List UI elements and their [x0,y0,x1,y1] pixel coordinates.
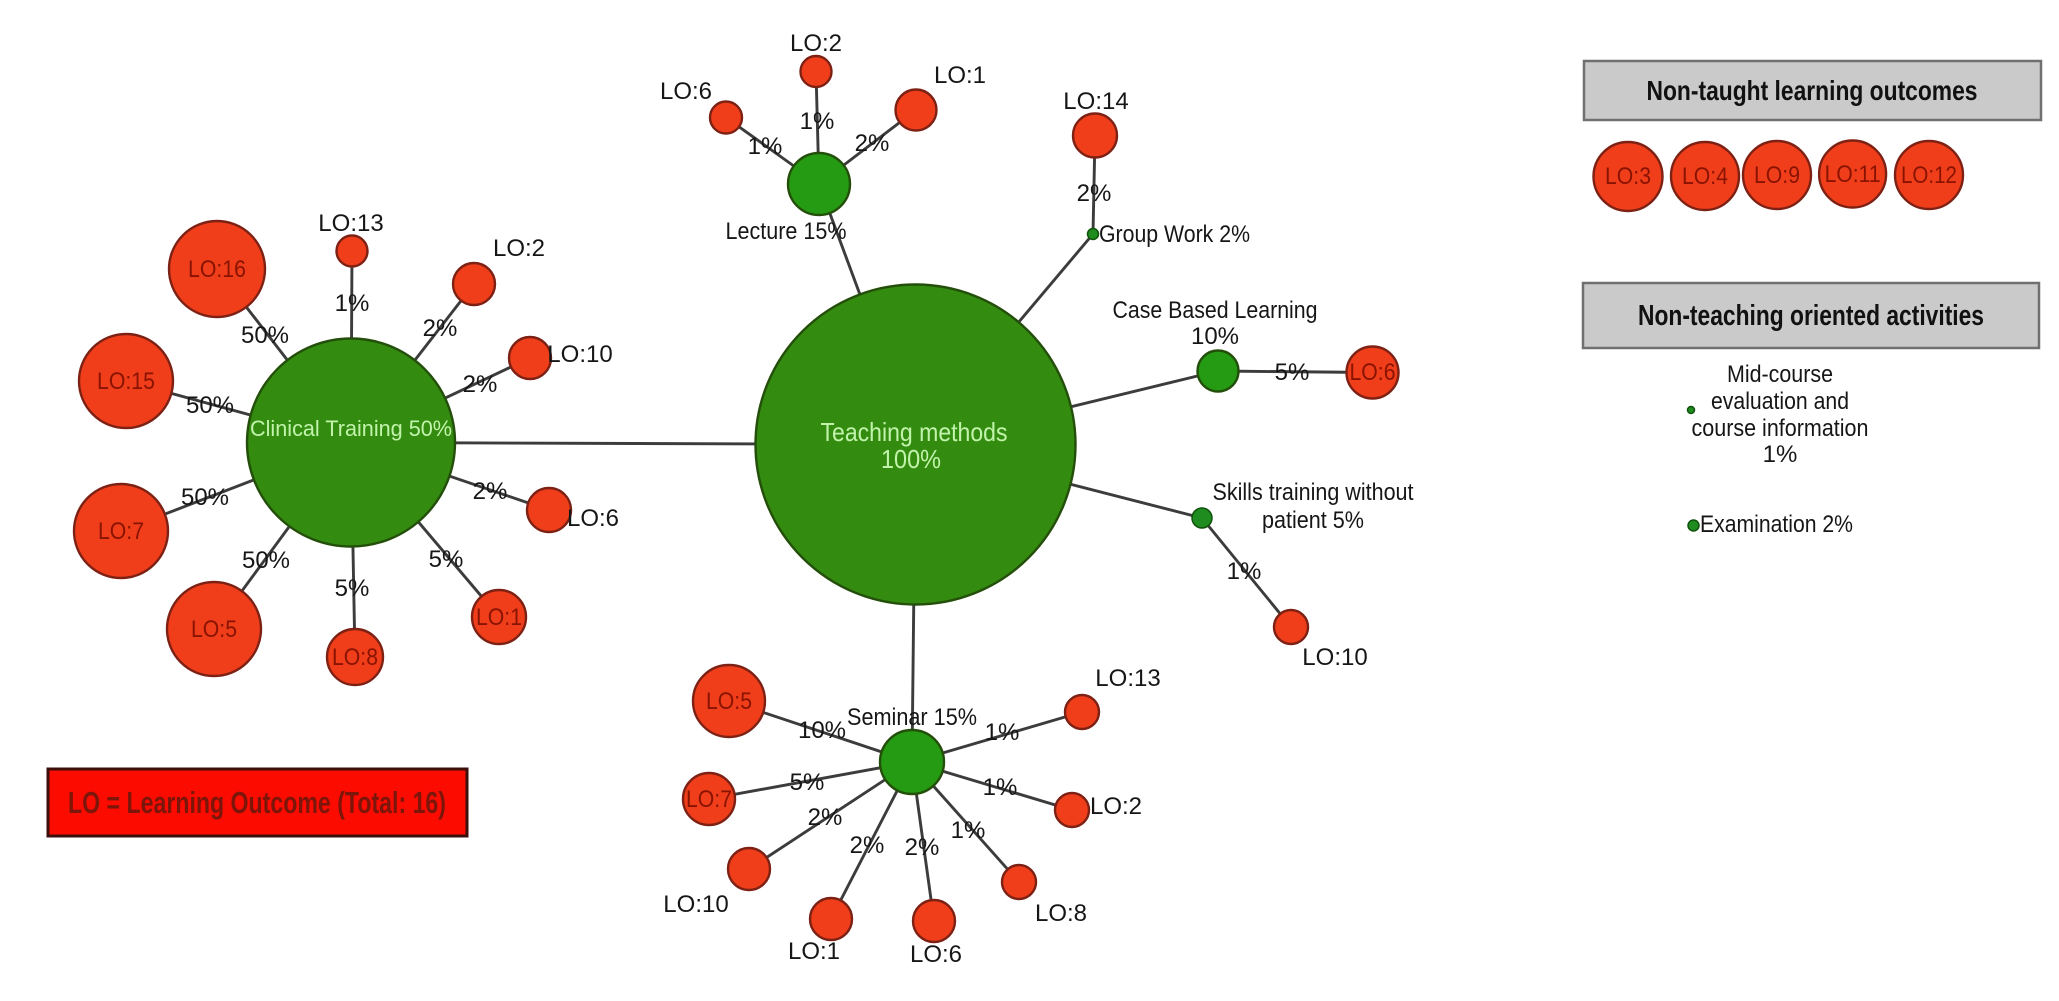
svg-text:1%: 1% [800,108,835,135]
svg-text:Non-taught learning outcomes: Non-taught learning outcomes [1647,75,1978,106]
svg-text:LO:15: LO:15 [97,368,155,395]
svg-text:LO:10: LO:10 [663,891,728,918]
svg-text:10%: 10% [798,717,846,744]
svg-text:LO:7: LO:7 [98,518,144,545]
svg-text:LO:1: LO:1 [476,604,522,631]
svg-text:LO:9: LO:9 [1754,162,1800,189]
svg-text:LO:7: LO:7 [686,786,732,813]
svg-text:2%: 2% [855,130,890,157]
svg-text:LO:10: LO:10 [1302,644,1367,671]
svg-text:2%: 2% [850,832,885,859]
svg-text:1%: 1% [951,817,986,844]
svg-text:patient 5%: patient 5% [1262,507,1364,534]
svg-text:2%: 2% [463,371,498,398]
svg-text:5%: 5% [429,546,464,573]
svg-text:LO:8: LO:8 [1035,900,1087,927]
svg-text:1%: 1% [983,774,1018,801]
svg-text:Group Work 2%: Group Work 2% [1099,221,1250,248]
svg-text:50%: 50% [186,392,234,419]
svg-text:LO:2: LO:2 [790,30,842,57]
svg-text:Lecture 15%: Lecture 15% [726,218,847,245]
svg-text:LO:6: LO:6 [1350,359,1396,386]
svg-text:course information: course information [1692,415,1869,442]
svg-text:LO:12: LO:12 [1901,162,1957,189]
svg-text:LO:1: LO:1 [934,62,986,89]
svg-text:LO:6: LO:6 [910,941,962,968]
svg-text:LO:1: LO:1 [788,938,840,965]
svg-text:2%: 2% [423,315,458,342]
svg-text:1%: 1% [335,290,370,317]
svg-text:Seminar 15%: Seminar 15% [847,704,977,731]
svg-text:LO:2: LO:2 [1090,793,1142,820]
svg-text:Non-teaching oriented activiti: Non-teaching oriented activities [1638,300,1984,332]
svg-text:LO = Learning Outcome (Total:: LO = Learning Outcome (Total: 16) [68,785,446,820]
svg-text:Case Based Learning: Case Based Learning [1113,297,1318,324]
svg-text:LO:13: LO:13 [1095,665,1160,692]
svg-text:5%: 5% [335,575,370,602]
svg-text:LO:8: LO:8 [332,644,378,671]
svg-text:10%: 10% [1191,323,1239,350]
svg-text:1%: 1% [1227,558,1262,585]
svg-text:1%: 1% [1763,441,1798,468]
svg-text:Clinical Training 50%: Clinical Training 50% [250,416,452,441]
svg-text:50%: 50% [241,322,289,349]
svg-text:LO:4: LO:4 [1682,163,1728,190]
svg-text:LO:11: LO:11 [1825,161,1881,188]
svg-text:Teaching methods: Teaching methods [821,417,1008,447]
svg-text:2%: 2% [905,834,940,861]
svg-text:Mid-course: Mid-course [1727,361,1833,388]
svg-text:LO:5: LO:5 [706,688,752,715]
svg-text:50%: 50% [181,484,229,511]
svg-text:5%: 5% [1275,359,1310,386]
svg-text:LO:6: LO:6 [567,505,619,532]
svg-text:2%: 2% [808,804,843,831]
svg-text:1%: 1% [985,719,1020,746]
svg-text:LO:10: LO:10 [547,341,612,368]
svg-text:Examination 2%: Examination 2% [1700,511,1853,538]
svg-text:LO:13: LO:13 [318,210,383,237]
svg-text:LO:3: LO:3 [1605,163,1651,190]
svg-text:LO:6: LO:6 [660,78,712,105]
svg-text:evaluation and: evaluation and [1711,388,1849,415]
svg-text:2%: 2% [473,478,508,505]
svg-text:LO:14: LO:14 [1063,88,1128,115]
svg-text:5%: 5% [790,769,825,796]
svg-text:50%: 50% [242,547,290,574]
svg-text:LO:5: LO:5 [191,616,237,643]
svg-text:Skills training without: Skills training without [1213,479,1414,506]
svg-text:LO:16: LO:16 [188,256,246,283]
svg-text:LO:2: LO:2 [493,235,545,262]
svg-text:1%: 1% [748,133,783,160]
svg-text:100%: 100% [881,444,941,474]
svg-text:2%: 2% [1077,180,1112,207]
